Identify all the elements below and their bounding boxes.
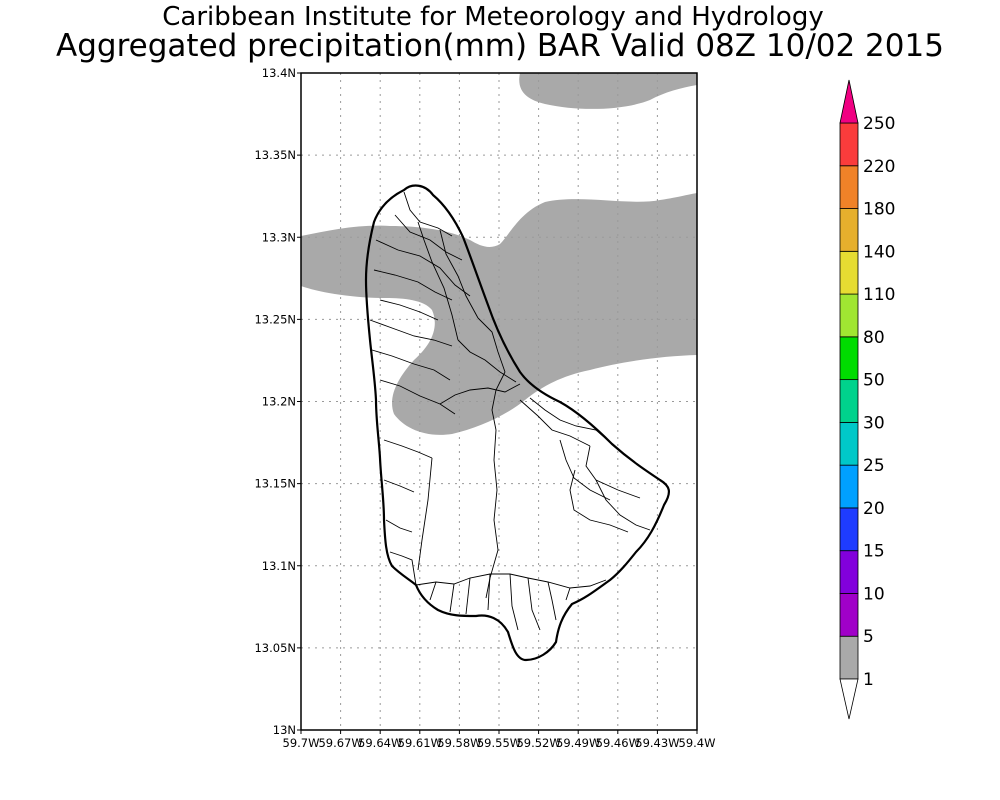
precip-shading-layer: [301, 73, 697, 435]
lon-tick-label: 59.49W: [556, 736, 600, 750]
colorbar-segment: [839, 507, 859, 552]
colorbar-level-label: 20: [863, 499, 885, 519]
precip-area-north: [519, 73, 697, 109]
colorbar-segment: [839, 336, 859, 381]
lat-tick-label: 13.25N: [254, 312, 296, 326]
barbados-island: [364, 184, 670, 662]
colorbar-level-label: 50: [863, 371, 885, 391]
lon-tick-label: 59.7W: [283, 736, 320, 750]
island-coastline: [364, 184, 670, 662]
lon-tick-label: 59.61W: [398, 736, 442, 750]
colorbar-level-label: 10: [863, 584, 885, 604]
colorbar-level-label: 180: [863, 200, 895, 220]
colorbar-level-label: 250: [863, 114, 895, 134]
longitude-axis: 59.7W59.67W59.64W59.61W59.58W59.55W59.52…: [283, 730, 716, 750]
colorbar-level-label: 25: [863, 456, 885, 476]
colorbar-level-label: 5: [863, 627, 874, 647]
lon-tick-label: 59.4W: [679, 736, 716, 750]
lat-tick-label: 13.05N: [254, 641, 296, 655]
colorbar-segment: [839, 122, 859, 167]
institution-title: Caribbean Institute for Meteorology and …: [162, 2, 824, 32]
colorbar-segment: [839, 379, 859, 423]
product-title: Aggregated precipitation(mm) BAR Valid 0…: [56, 28, 944, 64]
lon-tick-label: 59.55W: [477, 736, 521, 750]
colorbar-max-arrow: [839, 79, 859, 124]
lon-tick-label: 59.64W: [358, 736, 402, 750]
lat-tick-label: 13.15N: [254, 477, 296, 491]
watershed-boundaries: [369, 191, 651, 631]
lon-tick-label: 59.52W: [516, 736, 560, 750]
colorbar-segment: [839, 421, 859, 466]
colorbar-segment: [839, 550, 859, 594]
colorbar-level-label: 220: [863, 157, 895, 177]
colorbar-level-label: 15: [863, 542, 885, 562]
precip-area-main: [301, 193, 697, 435]
colorbar-segment: [839, 593, 859, 637]
lon-tick-label: 59.58W: [437, 736, 481, 750]
colorbar-level-label: 110: [863, 285, 895, 305]
lat-tick-label: 13.4N: [262, 66, 296, 80]
lon-tick-label: 59.67W: [318, 736, 362, 750]
latitude-axis: 13.4N 13.35N 13.3N 13.25N 13.2N 13.15N 13.1N 13…: [254, 66, 301, 737]
lon-tick-label: 59.46W: [596, 736, 640, 750]
colorbar-segment: [839, 208, 859, 252]
colorbar-level-label: 140: [863, 242, 895, 262]
colorbar-segment: [839, 635, 859, 680]
colorbar-level-label: 30: [863, 413, 885, 433]
lat-tick-label: 13.1N: [262, 559, 296, 573]
colorbar-segment: [839, 250, 859, 295]
colorbar-level-label: 1: [863, 670, 874, 690]
colorbar-min-arrow: [839, 678, 859, 720]
lat-tick-label: 13.3N: [262, 230, 296, 244]
lat-tick-label: 13N: [273, 723, 296, 737]
lat-tick-label: 13.35N: [254, 148, 296, 162]
colorbar-level-label: 80: [863, 328, 885, 348]
lon-tick-label: 59.43W: [635, 736, 679, 750]
lat-tick-label: 13.2N: [262, 395, 296, 409]
colorbar-segment: [839, 293, 859, 338]
colorbar-segment: [839, 165, 859, 209]
colorbar-segment: [839, 464, 859, 509]
